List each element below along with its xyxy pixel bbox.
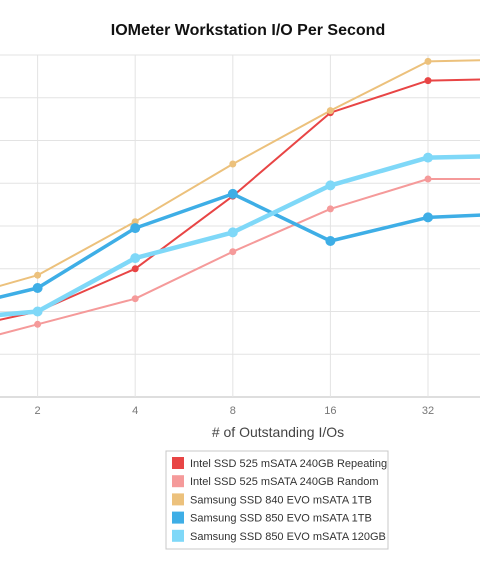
data-point — [423, 212, 433, 223]
legend-label: Intel SSD 525 mSATA 240GB Random — [190, 476, 379, 488]
data-point — [227, 188, 238, 199]
data-point — [32, 283, 43, 293]
series-group — [0, 175, 480, 336]
data-point — [130, 223, 141, 234]
data-point — [131, 295, 139, 303]
x-tick-label: 8 — [230, 405, 236, 417]
x-tick-label: 32 — [422, 405, 434, 417]
data-point — [424, 57, 432, 65]
x-tick-label: 16 — [324, 405, 336, 417]
legend-swatch — [172, 475, 184, 488]
x-tick-label: 2 — [35, 405, 41, 417]
legend-swatch — [172, 511, 184, 524]
data-point — [424, 175, 432, 183]
series-group — [0, 57, 480, 287]
data-point — [34, 320, 42, 328]
x-axis-label: # of Outstanding I/Os — [212, 424, 344, 440]
data-point — [325, 236, 336, 246]
legend-box — [165, 450, 389, 550]
data-point — [227, 227, 238, 238]
legend-swatch — [172, 457, 184, 469]
chart-title: IOMeter Workstation I/O Per Second — [111, 22, 385, 39]
x-tick-labels: 2 4 8 16 32 — [35, 405, 435, 417]
legend-label: Samsung SSD 840 EVO mSATA 1TB — [190, 494, 372, 506]
x-tick-label: 4 — [132, 405, 138, 417]
series-group — [0, 188, 480, 299]
data-point — [229, 248, 237, 256]
data-point — [326, 205, 334, 213]
data-point — [34, 271, 42, 279]
data-point — [130, 253, 141, 264]
data-point — [32, 306, 43, 317]
data-point — [423, 152, 433, 163]
data-point — [326, 107, 334, 115]
series-lines — [0, 57, 480, 336]
legend: Intel SSD 525 mSATA 240GB Repeating Intel… — [165, 450, 389, 550]
data-point — [229, 160, 237, 168]
legend-label: Intel SSD 525 mSATA 240GB Repeating — [190, 458, 387, 470]
legend-swatch — [172, 493, 184, 506]
legend-label: Samsung SSD 850 EVO mSATA 120GB — [190, 531, 386, 543]
legend-label: Samsung SSD 850 EVO mSATA 1TB — [190, 513, 372, 525]
data-point — [325, 180, 336, 191]
data-point — [131, 265, 139, 273]
legend-swatch — [172, 529, 184, 542]
series-group — [0, 152, 480, 318]
data-point — [424, 77, 432, 85]
